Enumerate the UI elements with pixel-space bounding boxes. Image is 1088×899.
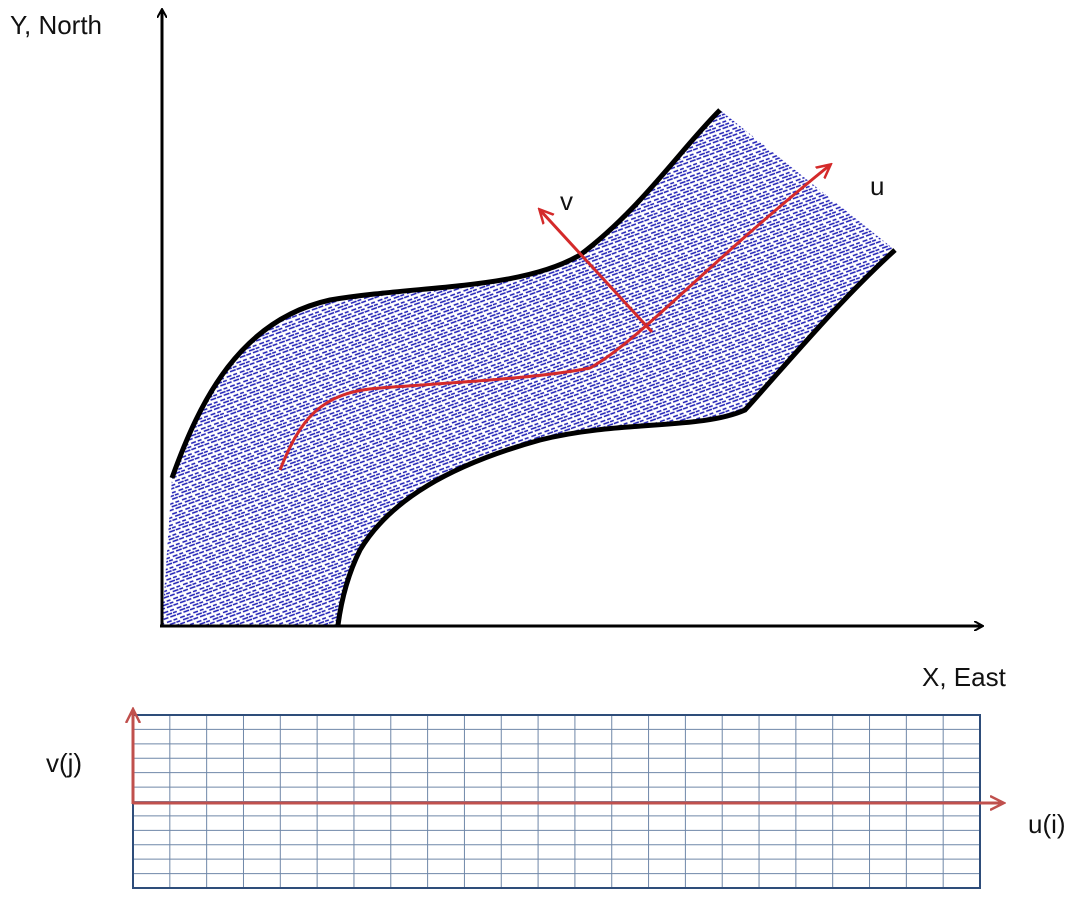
v-arrow [540, 210, 654, 334]
bank-right [335, 248, 897, 626]
bank-left [169, 108, 722, 479]
grid-v-label: v(j) [46, 748, 82, 778]
channel-band [162, 110, 895, 625]
v-label: v [560, 186, 573, 216]
u-curve [278, 165, 830, 471]
x-axis-label: X, East [922, 662, 1007, 692]
grid-u-label: u(i) [1028, 809, 1066, 839]
y-axis-label: Y, North [10, 10, 102, 40]
u-label: u [870, 171, 884, 201]
